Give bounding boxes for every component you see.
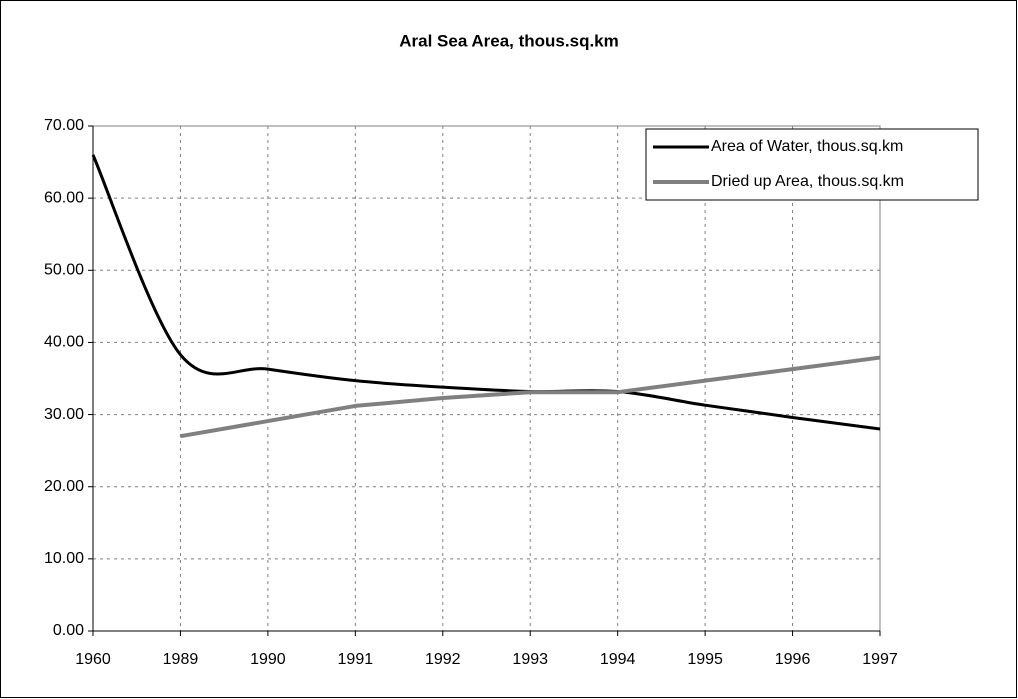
x-tick-label: 1996 <box>775 651 811 668</box>
data-line <box>180 355 881 439</box>
data-line <box>91 154 881 431</box>
x-tick-label: 1960 <box>75 651 111 668</box>
y-tick-label: 50.00 <box>44 262 84 279</box>
y-tick-label: 0.00 <box>53 622 84 639</box>
y-tick-label: 20.00 <box>44 478 84 495</box>
legend-label: Dried up Area, thous.sq.km <box>711 173 904 190</box>
x-tick-label: 1992 <box>425 651 461 668</box>
legend-label: Area of Water, thous.sq.km <box>711 138 903 155</box>
y-tick-label: 10.00 <box>44 550 84 567</box>
legend-box <box>645 128 979 201</box>
x-tick-label: 1994 <box>600 651 636 668</box>
y-tick-label: 40.00 <box>44 334 84 351</box>
y-tick-label: 60.00 <box>44 189 84 206</box>
x-tick-label: 1990 <box>250 651 286 668</box>
y-tick-label: 30.00 <box>44 406 84 423</box>
chart-title: Aral Sea Area, thous.sq.km <box>399 31 619 50</box>
x-tick-label: 1995 <box>687 651 723 668</box>
x-tick-label: 1989 <box>163 651 199 668</box>
x-tick-label: 1991 <box>338 651 374 668</box>
x-tick-label: 1993 <box>512 651 548 668</box>
y-tick-label: 70.00 <box>44 117 84 134</box>
x-tick-label: 1997 <box>862 651 898 668</box>
